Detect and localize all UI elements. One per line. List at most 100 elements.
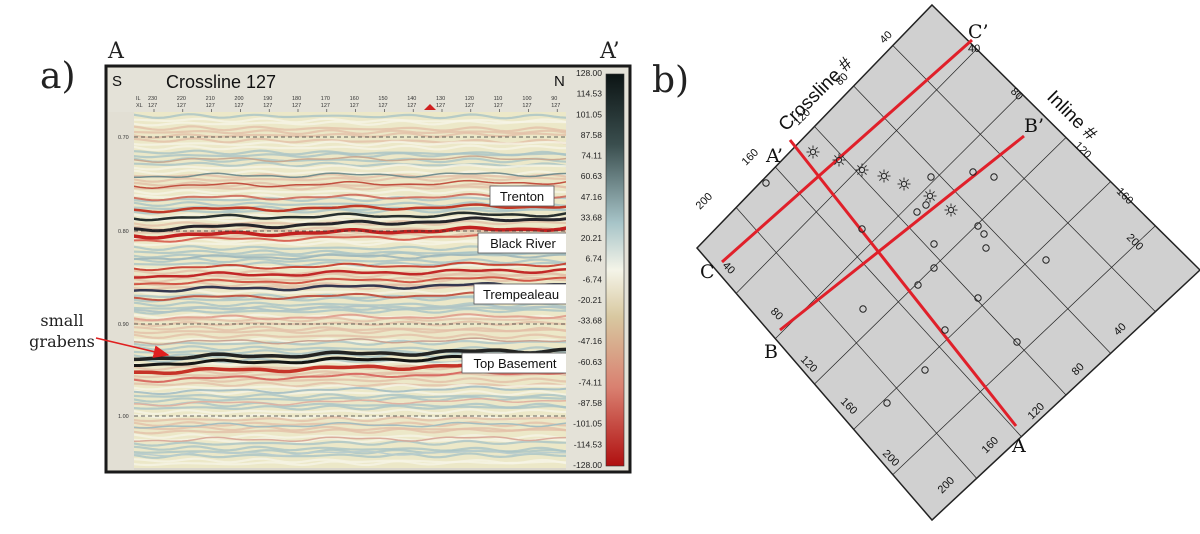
reflector (134, 125, 566, 133)
panel-a: a) A A’ S N Crossline 127 IL XL 23012722… (29, 39, 632, 474)
colorbar-tick-label: -87.58 (578, 398, 602, 408)
trace-label: 90 (551, 96, 557, 102)
colorbar-tick-label: 87.58 (581, 130, 603, 140)
trace-sub-label: 127 (378, 103, 387, 109)
well-marker (941, 326, 949, 334)
star-marker-ray (864, 165, 867, 168)
time-tick-090: 0.90 (118, 322, 129, 328)
star-marker-ray (953, 205, 956, 208)
reflector (134, 408, 566, 415)
reflector (134, 337, 566, 345)
colorbar-tick-label: 47.16 (581, 192, 603, 202)
star-marker-ray (857, 172, 860, 175)
star-marker (806, 145, 820, 159)
reflector (134, 347, 566, 362)
star-marker (855, 163, 869, 177)
star-marker-ray (834, 162, 837, 165)
reflector (134, 169, 566, 177)
colorbar-tick-label: 114.53 (577, 89, 603, 99)
well-marker (974, 222, 982, 230)
reflector (134, 137, 566, 145)
line-label-c: C (700, 261, 715, 283)
reflector (134, 163, 566, 171)
reflector (134, 257, 566, 265)
trace-sub-label: 127 (465, 103, 474, 109)
star-marker-center (880, 172, 888, 180)
reflector (134, 437, 566, 444)
well-marker (990, 173, 998, 181)
amplitude-colorbar: 128.00 114.53 101.05 87.58 74.11 60.63 47.16 33… (566, 68, 628, 470)
reflector (134, 303, 566, 314)
annotation-arrow (95, 337, 170, 358)
reflector (134, 157, 566, 164)
reflector (134, 307, 566, 315)
reflector (134, 207, 566, 215)
reflector (134, 339, 566, 347)
annotation-small: small (40, 311, 83, 330)
horizon-label-trempealeau: Trempealeau (473, 283, 569, 305)
trace-label: 220 (177, 96, 186, 102)
reflector (134, 401, 566, 409)
reflector (134, 325, 566, 333)
reflector (134, 377, 566, 384)
horizon-text-top-basement: Top Basement (473, 356, 556, 371)
reflector (134, 449, 566, 457)
crossline-tick-label: 200 (694, 191, 715, 212)
horizon-label-top-basement: Top Basement (461, 352, 569, 374)
star-marker-ray (946, 205, 949, 208)
header-strip (108, 68, 566, 112)
colorbar-tick-label: 6.74 (585, 254, 602, 264)
seismic-image (134, 112, 566, 468)
colorbar-tick-label: -128.00 (573, 460, 602, 470)
well-marker (930, 240, 938, 248)
star-marker-center (809, 148, 817, 156)
star-marker-ray (808, 154, 811, 157)
well-marker (883, 399, 891, 407)
trace-sub-label: 127 (177, 103, 186, 109)
grid-line (892, 225, 1156, 475)
trace-header-row: IL XL 2301272201272101272001271901271801… (136, 96, 560, 112)
map-grid (735, 45, 1156, 479)
reflector (134, 281, 566, 293)
well-marker (930, 264, 938, 272)
colorbar-tick-label: 101.05 (576, 109, 602, 119)
trace-sub-label: 127 (407, 103, 416, 109)
trace-sub-label: 127 (522, 103, 531, 109)
reflector (134, 385, 566, 395)
trace-label: 150 (378, 96, 387, 102)
line-label-b: B (764, 341, 778, 363)
direction-left-label: S (112, 73, 122, 90)
reflector (134, 175, 566, 183)
time-tick-080: 0.80 (118, 229, 129, 235)
reflector (134, 397, 566, 407)
colorbar-tick-label: -47.16 (578, 336, 602, 346)
reflector (134, 313, 566, 322)
star-marker-ray (946, 212, 949, 215)
survey-map (695, 3, 1200, 522)
star-marker-ray (841, 162, 844, 165)
reflector (134, 427, 566, 435)
colorbar-tick-label: -33.68 (578, 316, 602, 326)
well-marker (913, 208, 921, 216)
time-tick-100: 1.00 (118, 414, 129, 420)
star-marker-ray (815, 147, 818, 150)
colorbar-tick-label: -20.21 (578, 295, 602, 305)
star-marker-center (858, 166, 866, 174)
trace-sub-label: 127 (436, 103, 445, 109)
horizon-text-black-river: Black River (490, 236, 556, 251)
section-line-bb (779, 134, 1025, 332)
time-axis-strip (108, 112, 134, 470)
crossline-tick-label: 40 (878, 29, 895, 46)
horizon-text-trempealeau: Trempealeau (483, 287, 559, 302)
well-marker (762, 179, 770, 187)
star-marker-ray (834, 155, 837, 158)
colorbar-tick-label: -114.53 (574, 439, 602, 449)
star-marker-ray (925, 191, 928, 194)
reflector (134, 117, 566, 124)
reflector (134, 460, 566, 467)
reflector (134, 267, 566, 279)
trace-label: 160 (350, 96, 359, 102)
trace-sub-label: 127 (494, 103, 503, 109)
well-marker (982, 244, 990, 252)
star-marker-ray (899, 179, 902, 182)
